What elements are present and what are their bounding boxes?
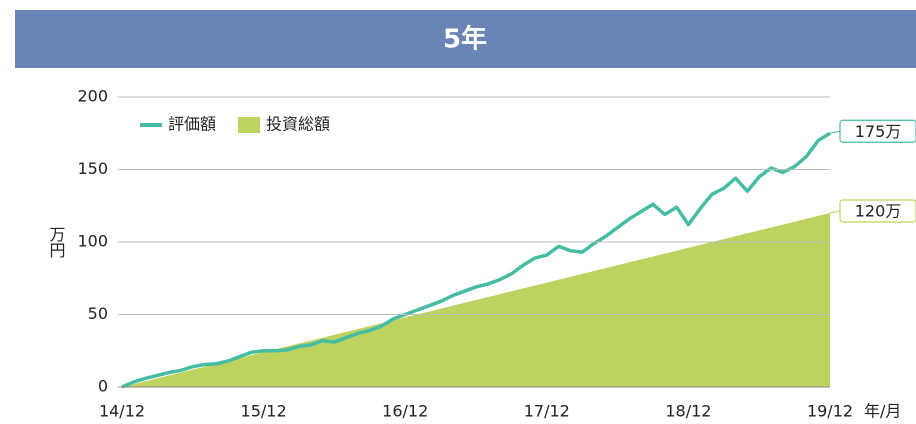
end-label-connector [829,210,841,214]
end-label: 120万 [855,202,902,221]
end-label-box [839,119,916,143]
x-tick-label: 19/12 [807,402,853,421]
y-tick-label: 50 [88,304,108,323]
line [121,131,831,389]
chart-title: 5年 [443,24,487,55]
legend-label: 投資総額 [266,115,330,134]
x-tick-label: 14/12 [99,402,145,421]
y-tick-label: 200 [77,87,108,106]
end-label: 175万 [855,122,902,141]
y-tick-label: 100 [77,232,108,251]
y-tick-label: 150 [77,159,108,178]
legend-label: 評価額 [168,115,216,134]
y-axis-label: 万円 [47,226,66,259]
legend-swatch [238,117,261,133]
x-tick-label: 15/12 [241,402,287,421]
x-axis-label: 年/月 [864,402,901,421]
end-label-box [839,199,916,223]
y-tick-label: 0 [98,377,108,396]
title-bar [15,10,916,68]
plot-area [121,131,831,389]
x-tick-label: 17/12 [524,402,570,421]
x-tick-label: 16/12 [382,402,428,421]
end-label-connector [829,130,841,134]
x-tick-label: 18/12 [665,402,711,421]
area [122,213,830,387]
